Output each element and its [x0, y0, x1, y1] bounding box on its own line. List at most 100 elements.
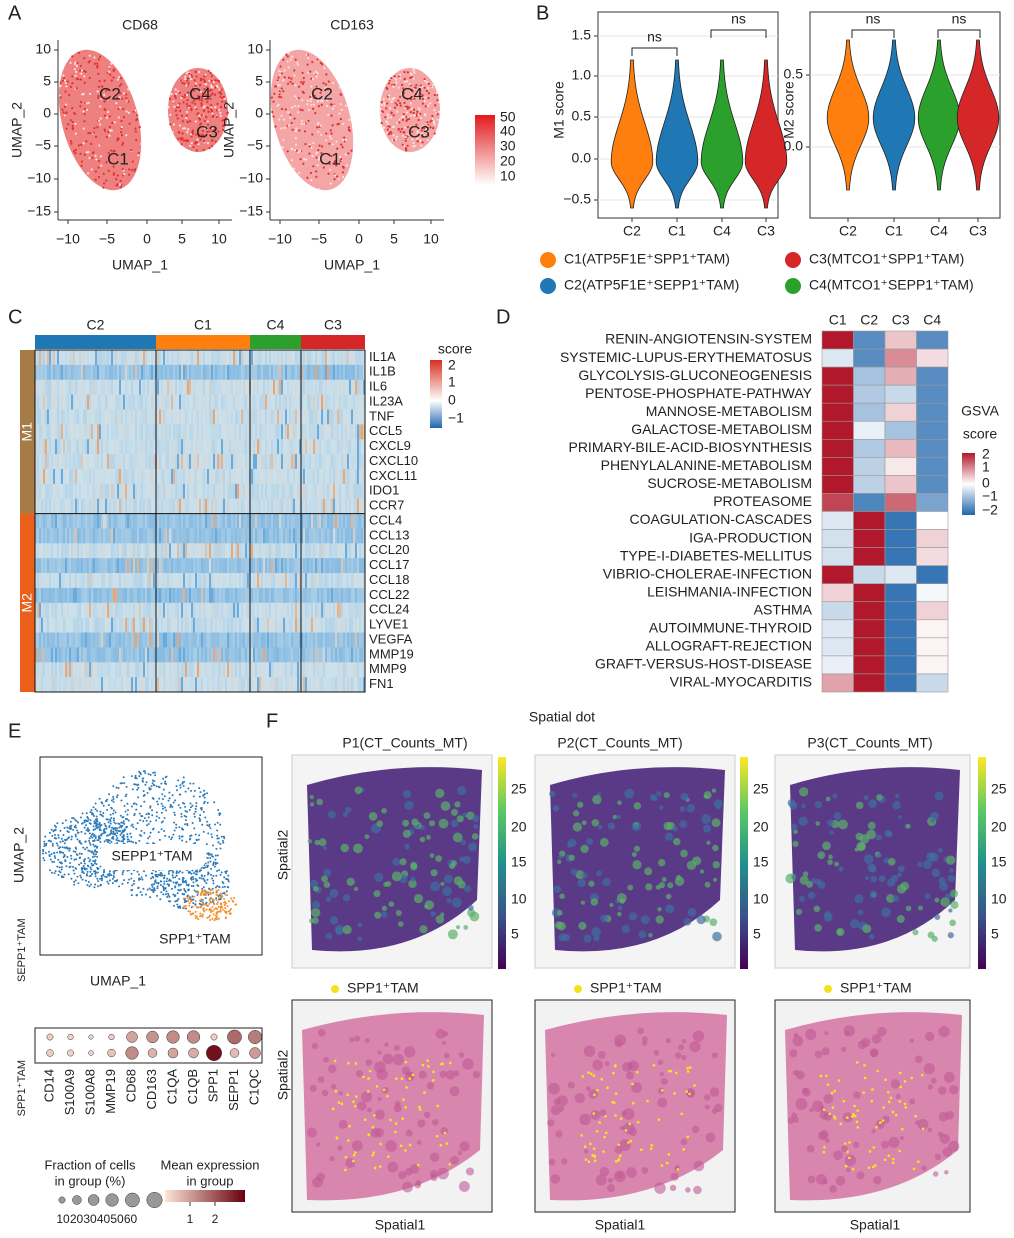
- heat-cell: [101, 409, 104, 425]
- heat-cell: [269, 439, 272, 455]
- cluster-blob: [58, 49, 142, 191]
- cell: [301, 71, 304, 74]
- heat-cell: [285, 528, 288, 544]
- heat-cell: [165, 587, 168, 604]
- heat-cell: [345, 498, 348, 514]
- heat-cell: [151, 513, 154, 529]
- y-tick-label: −10: [239, 170, 263, 186]
- heat-cell: [123, 454, 126, 470]
- heat-cell: [87, 424, 90, 440]
- heat-cell: [289, 468, 292, 485]
- heat-cell: [263, 558, 266, 574]
- cell: [416, 140, 419, 143]
- heat-cell: [361, 587, 364, 604]
- cell: [286, 55, 289, 58]
- heat-cell: [85, 573, 88, 589]
- heat-cell: [353, 424, 356, 440]
- heat-cell: [83, 528, 86, 544]
- heat-cell: [347, 543, 350, 559]
- heat-cell: [319, 602, 322, 618]
- heat-cell: [71, 528, 74, 544]
- heat-cell: [171, 528, 174, 544]
- heat-cell: [123, 424, 126, 440]
- heat-cell: [39, 439, 42, 455]
- heat-cell: [275, 528, 278, 544]
- heat-cell: [177, 632, 180, 648]
- cell: [427, 92, 431, 95]
- heat-cell: [251, 483, 254, 499]
- cell: [402, 87, 405, 90]
- heat-cell: [271, 364, 274, 381]
- heat-cell: [87, 647, 90, 663]
- heat-cell: [237, 513, 240, 529]
- heat-cell: [281, 498, 284, 514]
- heat-cell: [65, 364, 68, 381]
- heat-cell: [113, 573, 116, 589]
- heat-cell: [85, 424, 88, 440]
- heat-cell: [45, 364, 48, 381]
- heat-cell: [269, 468, 272, 485]
- heat-cell: [167, 379, 170, 395]
- heat-cell: [133, 632, 136, 648]
- heat-cell: [327, 632, 330, 648]
- heat-cell: [169, 394, 172, 410]
- heat-cell: [315, 424, 318, 440]
- heat-cell: [149, 587, 152, 604]
- heat-cell: [75, 602, 78, 618]
- heat-cell: [307, 424, 310, 440]
- heat-cell: [325, 498, 328, 514]
- heat-cell: [151, 424, 154, 440]
- cell: [110, 129, 113, 132]
- heat-cell: [103, 364, 106, 381]
- cell: [138, 126, 141, 129]
- heat-cell: [223, 602, 226, 618]
- heat-cell: [259, 573, 262, 589]
- heat-cell: [51, 409, 54, 425]
- heat-cell: [211, 483, 214, 499]
- heat-cell: [105, 617, 108, 633]
- cell: [81, 93, 84, 96]
- heat-cell: [329, 454, 332, 470]
- cell: [182, 139, 186, 142]
- heat-cell: [347, 498, 350, 514]
- heat-cell: [161, 424, 164, 440]
- heat-cell: [167, 528, 170, 544]
- heat-cell: [165, 468, 168, 485]
- heat-cell: [35, 468, 38, 485]
- cell: [179, 109, 182, 112]
- heat-cell: [219, 364, 222, 381]
- cell: [107, 70, 111, 73]
- heat-cell: [99, 602, 102, 618]
- heat-cell: [331, 543, 334, 559]
- y-tick-label: 0.0: [784, 138, 804, 154]
- heat-cell: [289, 677, 292, 693]
- heat-cell: [91, 677, 94, 693]
- heat-cell: [275, 602, 278, 618]
- cell: [399, 76, 402, 80]
- cell: [317, 130, 320, 133]
- heat-cell: [183, 602, 186, 618]
- heat-cell: [173, 350, 176, 366]
- heat-cell: [167, 364, 170, 381]
- heat-cell: [97, 439, 100, 455]
- heat-cell: [221, 379, 224, 395]
- cell: [180, 138, 183, 141]
- heat-cell: [125, 677, 128, 693]
- heat-cell: [245, 573, 248, 589]
- heat-cell: [253, 558, 256, 574]
- heat-cell: [265, 409, 268, 425]
- cell: [409, 111, 413, 114]
- heat-cell: [87, 513, 90, 529]
- heat-cell: [275, 513, 278, 529]
- cell: [219, 114, 222, 118]
- heat-cell: [129, 364, 132, 381]
- cell: [339, 160, 342, 163]
- heat-cell: [69, 632, 72, 648]
- heat-cell: [63, 528, 66, 544]
- cell: [185, 93, 189, 97]
- heat-cell: [253, 647, 256, 663]
- x-axis-label: UMAP_1: [324, 257, 380, 273]
- heat-cell: [145, 454, 148, 470]
- heat-cell: [81, 498, 84, 514]
- heat-cell: [43, 364, 46, 381]
